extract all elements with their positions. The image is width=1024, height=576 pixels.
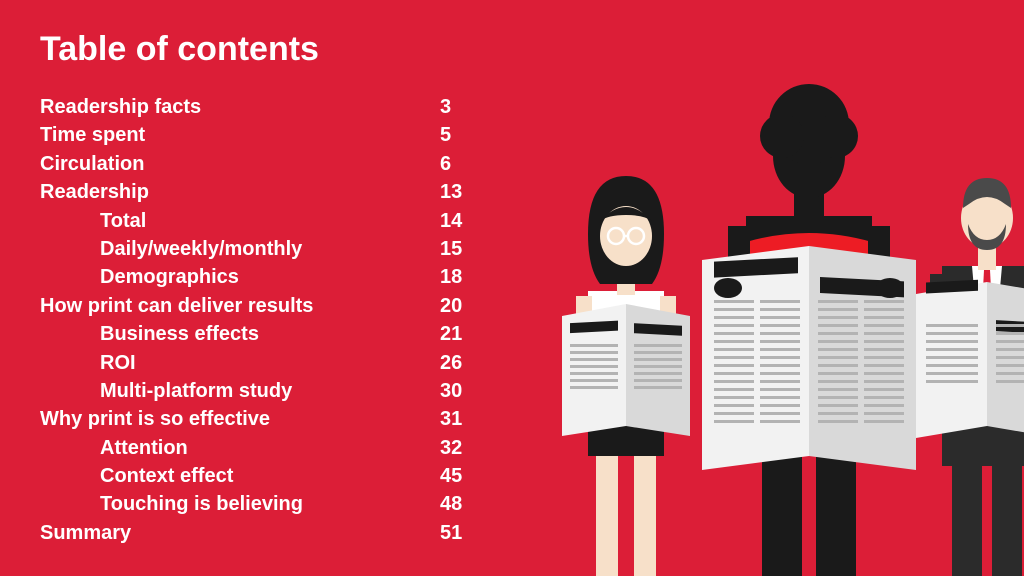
toc-row: Multi-platform study30 [40, 377, 560, 405]
toc-label: Time spent [40, 121, 440, 149]
toc-page-number: 6 [440, 150, 500, 178]
toc-label: Touching is believing [40, 490, 440, 518]
toc-page-number: 20 [440, 292, 500, 320]
toc-page-number: 21 [440, 320, 500, 348]
toc-label: How print can deliver results [40, 292, 440, 320]
toc-row: Touching is believing48 [40, 490, 560, 518]
suit-man-newspaper [916, 280, 1024, 438]
suit-man-figure [916, 178, 1024, 576]
toc-label: Business effects [40, 320, 440, 348]
toc-label: Readership facts [40, 93, 440, 121]
toc-row: Readership facts3 [40, 93, 560, 121]
toc-page-number: 32 [440, 434, 500, 462]
toc-label: Circulation [40, 150, 440, 178]
toc-label: Daily/weekly/monthly [40, 235, 440, 263]
woman-newspaper [562, 304, 690, 436]
toc-label: Demographics [40, 263, 440, 291]
center-man-figure [702, 84, 916, 576]
toc-row: Context effect45 [40, 462, 560, 490]
toc-label: Total [40, 207, 440, 235]
toc-label: Multi-platform study [40, 377, 440, 405]
toc-row: How print can deliver results20 [40, 292, 560, 320]
toc-page-number: 48 [440, 490, 500, 518]
toc-row: Demographics18 [40, 263, 560, 291]
toc-row: Time spent5 [40, 121, 560, 149]
toc-label: Attention [40, 434, 440, 462]
toc-page-number: 30 [440, 377, 500, 405]
toc-row: Total14 [40, 207, 560, 235]
toc-page-number: 45 [440, 462, 500, 490]
toc-row: Business effects21 [40, 320, 560, 348]
toc-row: Circulation6 [40, 150, 560, 178]
toc-label: Summary [40, 519, 440, 547]
woman-figure [562, 176, 690, 576]
readers-illustration [554, 56, 1024, 576]
toc-page-number: 31 [440, 405, 500, 433]
toc-page-number: 26 [440, 349, 500, 377]
toc-page-number: 18 [440, 263, 500, 291]
toc-row: Readership13 [40, 178, 560, 206]
toc-page-number: 15 [440, 235, 500, 263]
toc-row: Summary51 [40, 519, 560, 547]
table-of-contents: Readership facts3Time spent5Circulation6… [40, 93, 560, 547]
center-man-newspaper [702, 246, 916, 470]
toc-label: ROI [40, 349, 440, 377]
toc-row: ROI26 [40, 349, 560, 377]
toc-row: Attention32 [40, 434, 560, 462]
toc-label: Readership [40, 178, 440, 206]
toc-page-number: 51 [440, 519, 500, 547]
toc-page-number: 14 [440, 207, 500, 235]
toc-page-number: 13 [440, 178, 500, 206]
toc-row: Why print is so effective31 [40, 405, 560, 433]
page-title: Table of contents [40, 30, 560, 69]
toc-label: Context effect [40, 462, 440, 490]
toc-page-number: 5 [440, 121, 500, 149]
toc-label: Why print is so effective [40, 405, 440, 433]
toc-page-number: 3 [440, 93, 500, 121]
toc-row: Daily/weekly/monthly15 [40, 235, 560, 263]
